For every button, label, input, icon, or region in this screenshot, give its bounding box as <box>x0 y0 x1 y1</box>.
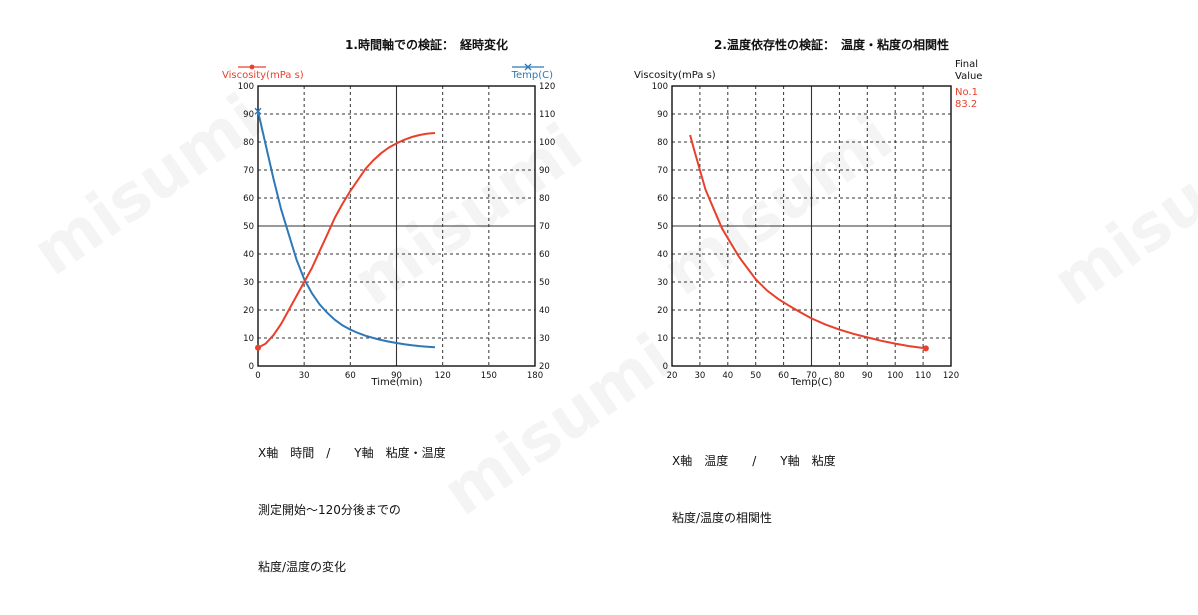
y-right-tick-label: 20 <box>539 362 550 372</box>
y-right-tick-label: 100 <box>539 138 555 148</box>
y-tick-label: 20 <box>657 306 668 316</box>
left-caption-line-2: 測定開始～120分後までの <box>258 503 401 517</box>
x-tick-label: 30 <box>694 371 705 381</box>
left-caption-line-1: X軸 時間 / Y軸 粘度・温度 <box>258 446 446 460</box>
x-tick-label: 120 <box>943 371 959 381</box>
x-tick-label: 50 <box>750 371 761 381</box>
x-tick-label: 60 <box>345 371 356 381</box>
viscosity-start-marker <box>255 344 261 351</box>
x-tick-label: 110 <box>915 371 931 381</box>
y-tick-label: 50 <box>657 222 668 232</box>
y-right-tick-label: 60 <box>539 250 550 260</box>
y-tick-label: 100 <box>652 82 668 92</box>
y-tick-label: 40 <box>657 250 668 260</box>
x-tick-label: 60 <box>778 371 789 381</box>
y-right-tick-label: 70 <box>539 222 550 232</box>
time-axis-chart: 1.時間軸での検証： 経時変化 0 30 60 90 120 150 180 0 10 20 30 40… <box>222 37 555 388</box>
y-right-axis-label: Temp(C) <box>511 70 554 81</box>
viscosity-series-line <box>257 132 436 349</box>
right-caption-line-1: X軸 温度 / Y軸 粘度 <box>672 454 836 468</box>
y-left-tick-label: 10 <box>243 334 254 344</box>
y-left-tick-label: 100 <box>238 82 254 92</box>
y-right-tick-label: 90 <box>539 166 550 176</box>
viscosity-legend-marker <box>249 64 255 70</box>
y-right-tick-label: 40 <box>539 306 550 316</box>
chart-2-title: 2.温度依存性の検証： 温度・粘度の相関性 <box>714 37 949 52</box>
x-tick-label: 30 <box>299 371 310 381</box>
y-axis-label: Viscosity(mPa s) <box>634 70 716 81</box>
right-caption: X軸 温度 / Y軸 粘度 粘度/温度の相関性 <box>672 414 836 566</box>
y-left-tick-label: 40 <box>243 250 254 260</box>
y-tick-label: 90 <box>657 110 668 120</box>
x-tick-label: 90 <box>391 371 402 381</box>
y-left-tick-label: 20 <box>243 306 254 316</box>
y-right-tick-label: 50 <box>539 278 550 288</box>
y-right-tick-label: 120 <box>539 82 555 92</box>
y-left-axis-label: Viscosity(mPa s) <box>222 70 304 81</box>
y-right-tick-label: 80 <box>539 194 550 204</box>
chart-1-title: 1.時間軸での検証： 経時変化 <box>345 37 508 52</box>
plot-frame <box>257 85 536 367</box>
y-left-tick-label: 50 <box>243 222 254 232</box>
y-right-tick-label: 110 <box>539 110 555 120</box>
temp-start-marker <box>254 107 262 115</box>
y-tick-label: 0 <box>663 362 668 372</box>
x-tick-label: 120 <box>435 371 451 381</box>
x-tick-label: 20 <box>667 371 678 381</box>
y-left-tick-label: 30 <box>243 278 254 288</box>
legend-header-line-1: Final <box>955 59 978 70</box>
y-tick-label: 70 <box>657 166 668 176</box>
legend-header-line-2: Value <box>955 71 982 82</box>
temp-legend-marker <box>524 63 532 71</box>
y-left-tick-label: 60 <box>243 194 254 204</box>
y-tick-label: 10 <box>657 334 668 344</box>
left-caption: X軸 時間 / Y軸 粘度・温度 測定開始～120分後までの 粘度/温度の変化 <box>258 406 446 615</box>
series-end-marker <box>922 345 929 352</box>
x-tick-label: 90 <box>862 371 873 381</box>
x-tick-label: 0 <box>255 371 260 381</box>
plot-frame <box>671 85 952 367</box>
x-tick-label: 180 <box>527 371 543 381</box>
x-tick-label: 80 <box>834 371 845 381</box>
y-tick-label: 30 <box>657 278 668 288</box>
figure-canvas: misumi misumi misumi misumi misumi 1.時間軸… <box>20 37 1198 574</box>
y-left-tick-label: 90 <box>243 110 254 120</box>
y-right-tick-label: 30 <box>539 334 550 344</box>
y-left-tick-label: 70 <box>243 166 254 176</box>
right-caption-line-2: 粘度/温度の相関性 <box>672 511 773 525</box>
y-left-tick-label: 0 <box>249 362 254 372</box>
x-tick-label: 40 <box>722 371 733 381</box>
x-tick-label: 100 <box>887 371 903 381</box>
legend-entry-name: No.1 <box>955 87 978 98</box>
y-left-tick-label: 80 <box>243 138 254 148</box>
x-axis-label: Time(min) <box>370 377 422 388</box>
left-caption-line-3: 粘度/温度の変化 <box>258 560 347 574</box>
legend-entry-value: 83.2 <box>955 99 977 110</box>
y-tick-label: 60 <box>657 194 668 204</box>
temp-series-line <box>257 110 436 349</box>
x-axis-label: Temp(C) <box>790 377 833 388</box>
x-tick-label: 150 <box>481 371 497 381</box>
x-tick-label: 70 <box>806 371 817 381</box>
viscosity-vs-temp-line <box>689 134 927 350</box>
y-tick-label: 80 <box>657 138 668 148</box>
